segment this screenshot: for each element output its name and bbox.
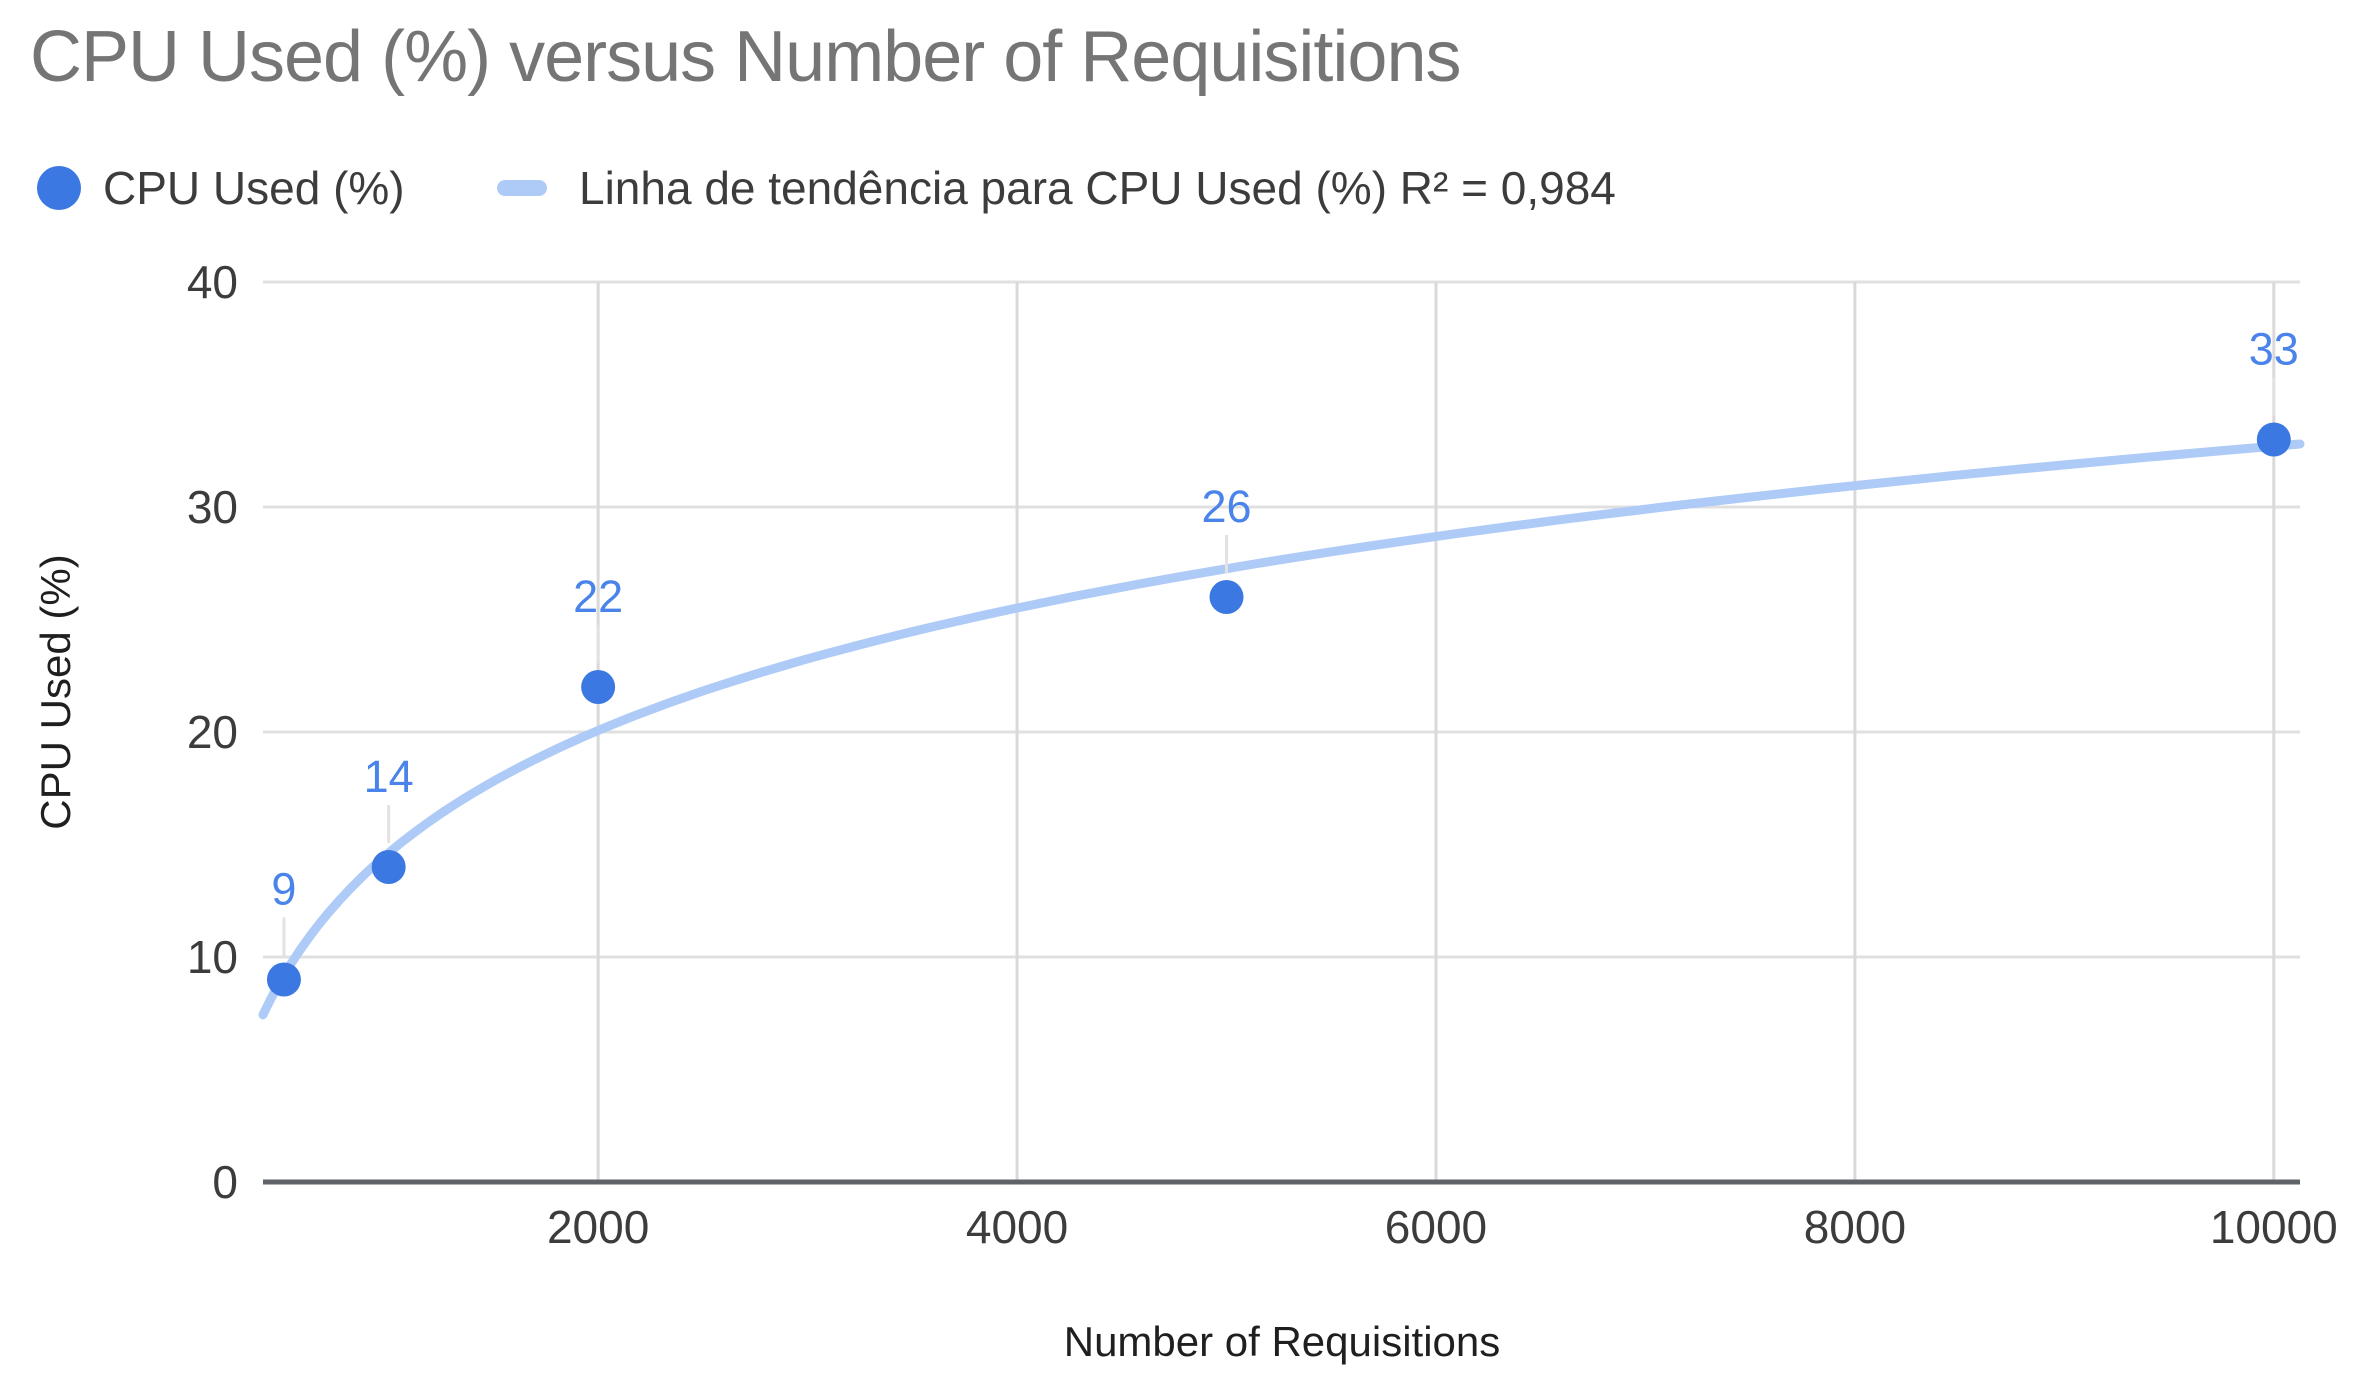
legend-item-trendline[interactable]: Linha de tendência para CPU Used (%) R² … xyxy=(497,160,1616,216)
y-tick-label-0: 0 xyxy=(212,1156,238,1208)
x-tick-label-8000: 8000 xyxy=(1804,1201,1906,1253)
data-point-2000[interactable] xyxy=(581,670,616,704)
x-axis-title: Number of Requisitions xyxy=(1063,1318,1501,1365)
x-tick-label-6000: 6000 xyxy=(1385,1201,1487,1253)
y-tick-label-40: 40 xyxy=(187,256,238,308)
x-tick-label-4000: 4000 xyxy=(966,1201,1068,1253)
y-axis-title: CPU Used (%) xyxy=(32,554,79,830)
data-point-500[interactable] xyxy=(266,962,301,997)
trendline-swatch-icon xyxy=(497,180,547,196)
data-label-26: 26 xyxy=(1201,481,1251,532)
x-tick-label-10000: 10000 xyxy=(2210,1201,2338,1253)
data-label-9: 9 xyxy=(271,864,296,915)
y-tick-label-30: 30 xyxy=(187,481,238,533)
data-label-22: 22 xyxy=(573,571,623,622)
x-tick-label-2000: 2000 xyxy=(547,1201,649,1253)
data-label-33: 33 xyxy=(2249,324,2299,375)
data-label-14: 14 xyxy=(364,751,414,802)
series-point-swatch-icon xyxy=(37,166,81,210)
data-point-10000[interactable] xyxy=(2256,422,2291,457)
trendline[interactable] xyxy=(258,439,2305,1020)
data-point-5000[interactable] xyxy=(1209,580,1244,614)
legend-series-label: CPU Used (%) xyxy=(103,162,405,214)
legend-item-series[interactable]: CPU Used (%) xyxy=(37,160,405,216)
data-point-1000[interactable] xyxy=(371,850,406,884)
legend-trendline-label: Linha de tendência para CPU Used (%) R² … xyxy=(579,162,1616,214)
y-tick-label-20: 20 xyxy=(187,706,238,758)
y-tick-label-10: 10 xyxy=(187,931,238,983)
chart-title: CPU Used (%) versus Number of Requisitio… xyxy=(30,17,1461,97)
